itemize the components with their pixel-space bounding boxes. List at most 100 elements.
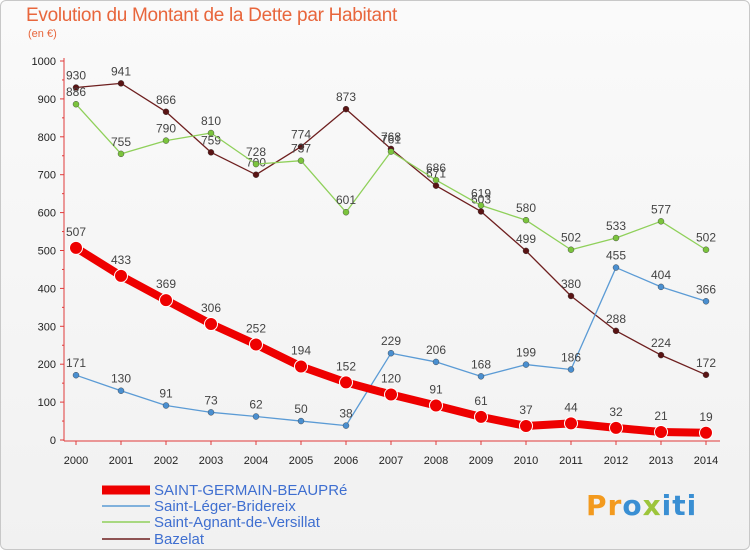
y-tick-label: 500 — [38, 246, 56, 258]
y-tick-label: 0 — [50, 435, 56, 447]
legend-label: Saint-Agnant-de-Versillat — [154, 514, 321, 531]
data-label: 728 — [246, 145, 266, 159]
data-label: 369 — [156, 277, 176, 291]
data-point — [432, 358, 440, 366]
data-label: 502 — [696, 231, 716, 245]
data-label: 120 — [381, 372, 401, 386]
data-label: 194 — [291, 343, 311, 357]
data-label: 533 — [606, 219, 626, 233]
data-point — [654, 425, 668, 440]
y-tick-label: 600 — [38, 208, 56, 220]
x-tick-label: 2012 — [604, 455, 628, 467]
data-point — [72, 371, 80, 379]
data-point — [522, 361, 530, 368]
data-label: 62 — [249, 398, 263, 412]
data-label: 577 — [651, 202, 671, 216]
data-point — [522, 247, 530, 255]
x-tick-label: 2007 — [379, 455, 403, 467]
data-point — [612, 234, 620, 242]
chart-title: Evolution du Montant de la Dette par Hab… — [26, 5, 397, 26]
data-label: 404 — [651, 268, 671, 282]
data-label: 366 — [696, 282, 716, 296]
data-point — [609, 420, 623, 435]
data-point — [69, 240, 83, 255]
data-point — [387, 350, 395, 357]
legend-label: SAINT-GERMAIN-BEAUPRé — [154, 482, 347, 499]
x-tick-label: 2009 — [469, 455, 493, 467]
data-point — [702, 371, 710, 379]
x-tick-label: 2006 — [334, 455, 358, 467]
data-label: 455 — [606, 249, 626, 263]
data-point — [612, 264, 620, 271]
data-label: 941 — [111, 64, 131, 78]
data-label: 433 — [111, 253, 131, 267]
data-point — [567, 246, 575, 253]
data-label: 252 — [246, 321, 266, 335]
data-point — [162, 108, 170, 115]
data-label: 790 — [156, 122, 176, 136]
data-point — [522, 216, 530, 224]
data-label: 873 — [336, 90, 356, 104]
data-point — [114, 268, 128, 283]
data-label: 44 — [564, 400, 578, 414]
data-point — [702, 298, 710, 305]
data-point — [342, 422, 350, 429]
data-label: 288 — [606, 312, 626, 326]
y-tick-label: 800 — [38, 132, 56, 144]
data-point — [117, 387, 125, 394]
data-point — [432, 176, 440, 184]
legend-label: Bazelat — [154, 531, 205, 548]
x-tick-label: 2014 — [694, 455, 718, 467]
data-point — [207, 149, 215, 156]
data-point — [207, 409, 215, 416]
data-point — [297, 417, 305, 425]
data-point — [699, 425, 713, 440]
data-point — [657, 351, 665, 359]
data-label: 306 — [201, 301, 221, 315]
data-point — [252, 171, 260, 178]
x-tick-label: 2008 — [424, 455, 448, 467]
data-point — [162, 137, 170, 144]
x-tick-label: 2002 — [154, 455, 178, 467]
data-point — [657, 283, 665, 291]
data-label: 502 — [561, 231, 581, 245]
data-point — [477, 202, 485, 209]
data-point — [339, 375, 353, 390]
data-point — [612, 327, 620, 335]
data-label: 866 — [156, 93, 176, 107]
data-label: 130 — [111, 372, 131, 386]
data-point — [252, 160, 260, 168]
data-label: 172 — [696, 356, 716, 370]
data-label: 499 — [516, 232, 536, 246]
data-point — [429, 398, 443, 413]
data-label: 50 — [294, 402, 308, 416]
proxiti-logo: Proxiti — [586, 489, 698, 522]
data-point — [297, 143, 305, 150]
data-label: 37 — [519, 403, 533, 417]
data-label: 61 — [474, 394, 488, 408]
x-tick-label: 2001 — [109, 455, 133, 467]
x-tick-label: 2000 — [64, 455, 88, 467]
x-tick-label: 2003 — [199, 455, 223, 467]
data-point — [342, 209, 350, 216]
data-label: 206 — [426, 343, 446, 357]
data-point — [519, 418, 533, 433]
data-label: 686 — [426, 161, 446, 175]
y-tick-label: 100 — [38, 397, 56, 409]
data-label: 930 — [66, 69, 86, 83]
y-tick-label: 400 — [38, 283, 56, 295]
data-point — [162, 402, 170, 409]
data-point — [474, 409, 488, 424]
data-label: 168 — [471, 357, 491, 371]
data-point — [249, 337, 263, 352]
legend-label: Saint-Léger-Bridereix — [154, 498, 296, 515]
data-point — [117, 80, 125, 87]
data-point — [159, 293, 173, 308]
data-point — [702, 246, 710, 253]
data-point — [567, 366, 575, 373]
data-point — [72, 101, 80, 108]
chart-subtitle: (en €) — [28, 28, 57, 40]
data-label: 229 — [381, 334, 401, 348]
x-tick-label: 2010 — [514, 455, 538, 467]
